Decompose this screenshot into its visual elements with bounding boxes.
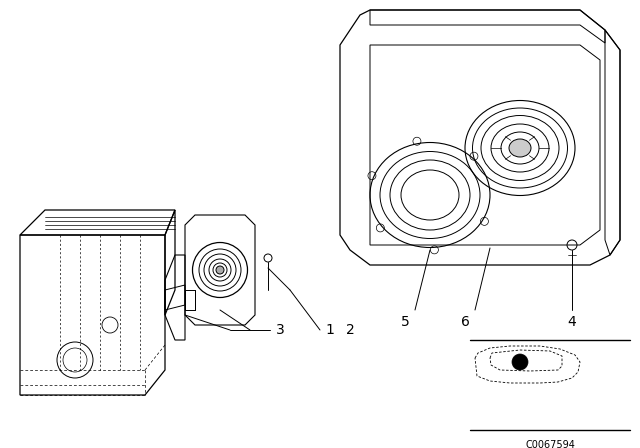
Text: 5: 5	[401, 315, 410, 329]
Ellipse shape	[509, 139, 531, 157]
Text: 3: 3	[276, 323, 284, 337]
Ellipse shape	[216, 266, 224, 274]
Text: 4: 4	[568, 315, 577, 329]
Text: 1: 1	[326, 323, 335, 337]
Circle shape	[512, 354, 528, 370]
Text: 2: 2	[346, 323, 355, 337]
Text: C0067594: C0067594	[525, 440, 575, 448]
Text: 6: 6	[461, 315, 469, 329]
